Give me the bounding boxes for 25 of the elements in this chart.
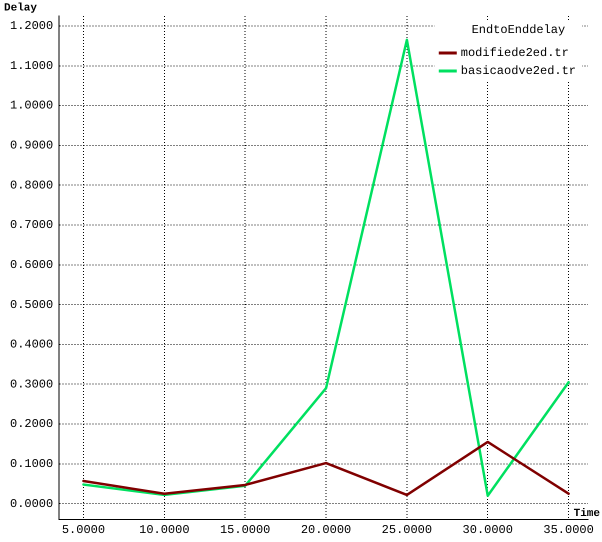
x-tick-label: 35.0000 bbox=[543, 522, 594, 537]
y-tick-label: 0.8000 bbox=[10, 178, 54, 192]
y-tick-label: 0.9000 bbox=[10, 138, 54, 153]
legend-label: modifiede2ed.tr bbox=[460, 46, 569, 60]
y-tick-label: 0.7000 bbox=[10, 218, 54, 232]
y-tick-label: 0.2000 bbox=[10, 417, 54, 432]
x-tick-label: 30.0000 bbox=[462, 522, 513, 537]
y-tick-label: 0.1000 bbox=[10, 457, 54, 472]
x-tick-label: 20.0000 bbox=[300, 522, 352, 537]
x-tick-label: 10.0000 bbox=[139, 522, 190, 537]
x-axis-title: Time bbox=[574, 508, 600, 520]
y-tick-label: 1.1000 bbox=[10, 58, 54, 73]
x-tick-label: 15.0000 bbox=[220, 522, 270, 537]
legend-label: basicaodve2ed.tr bbox=[460, 64, 576, 78]
y-tick-label: 1.2000 bbox=[10, 19, 54, 34]
x-tick-label: 5.0000 bbox=[62, 522, 106, 537]
y-tick-label: 0.4000 bbox=[10, 338, 54, 352]
y-tick-label: 0.3000 bbox=[10, 377, 54, 392]
y-tick-label: 0.6000 bbox=[10, 258, 54, 272]
y-tick-label: 0.5000 bbox=[10, 298, 54, 312]
x-tick-label: 25.0000 bbox=[382, 522, 432, 537]
legend-title: EndtoEnddelay bbox=[472, 23, 566, 38]
y-tick-label: 0.0000 bbox=[10, 496, 54, 511]
y-tick-label: 1.0000 bbox=[10, 98, 54, 113]
y-axis-title: Delay bbox=[4, 2, 38, 14]
